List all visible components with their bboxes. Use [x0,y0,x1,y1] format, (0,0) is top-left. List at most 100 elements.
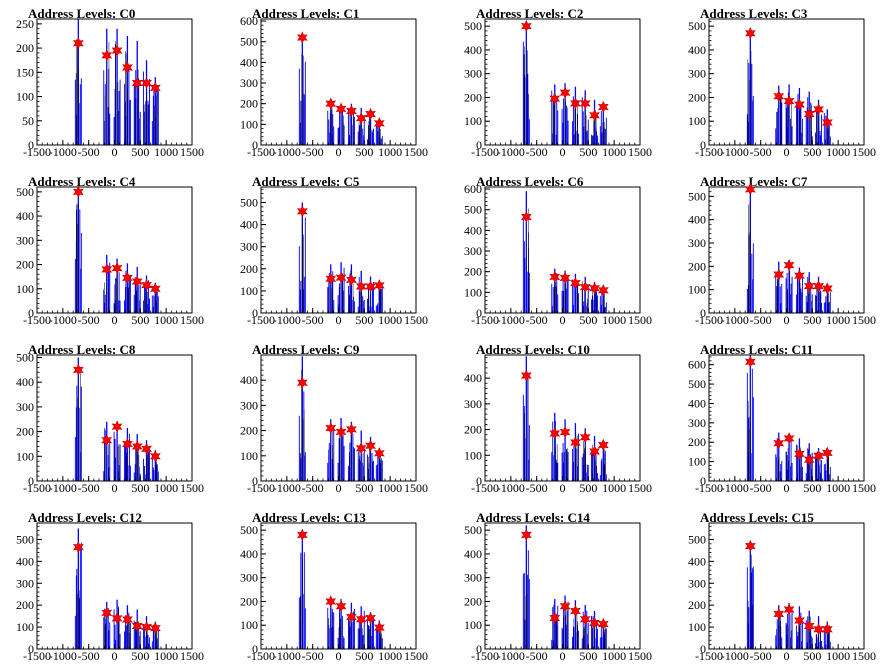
histogram-svg: Address Levels: C20100200300400500-1500-… [464,6,652,159]
y-tick-label: 400 [16,554,34,568]
histogram-panel-c9: Address Levels: C9 0 100 200 300 400 -1500 -100… [224,336,448,504]
y-tick-label: 400 [688,43,706,57]
peak-marker [520,369,532,382]
peak-marker [520,210,532,224]
peak-marker [355,441,367,455]
x-tick-label: 500 [355,145,373,159]
y-tick-label: 100 [16,449,34,463]
y-tick-label: 0 [252,642,258,656]
peak-marker [794,614,805,627]
peak-marker [783,258,795,272]
peak-marker [325,421,337,435]
x-tick-label: 0 [336,313,342,327]
x-tick-label: -500 [78,649,100,663]
x-tick-label: -1000 [721,649,749,663]
y-tick-label: 500 [688,189,706,203]
histogram-svg: Address Levels: C13 0 100 200 300 400 500 -1500… [240,510,428,663]
peak-marker [773,436,785,450]
x-tick-label: -500 [526,649,548,663]
peak-marker [570,276,581,290]
histogram-svg: Address Levels: C50100200300400500-1500-… [240,174,428,327]
x-tick-label: 1500 [628,649,652,663]
x-tick-label: -1500 [695,649,723,663]
histogram-panel-c6: Address Levels: C6 0 100 200 300 400 500 600 -15… [448,168,672,336]
y-tick-label: 500 [16,350,34,364]
peak-marker [520,19,532,33]
histogram-peak [815,616,822,649]
x-tick-label: 1500 [852,313,876,327]
x-tick-label: 1000 [826,481,850,495]
x-tick-label: 1000 [154,313,178,327]
histogram-peak [571,600,579,649]
peak-marker [794,98,805,111]
peak-marker [72,540,84,554]
histogram-panel-c4: Address Levels: C4 0 100 200 300 400 500 -1500-… [0,168,224,336]
peak-marker [141,620,152,634]
y-tick-label: 100 [464,114,482,128]
x-tick-label: 500 [355,649,373,663]
x-tick-label: 0 [336,649,342,663]
y-tick-label: 200 [16,41,34,55]
y-tick-label: 0 [252,474,258,488]
peak-marker [559,86,571,99]
histogram-peak [746,185,754,313]
histogram-peak [551,412,559,481]
peak-marker [111,612,123,625]
x-tick-label: -1500 [695,313,723,327]
x-tick-label: -1500 [23,481,51,495]
histogram-peak [103,421,111,481]
histogram-peak [298,33,306,145]
peak-marker [346,610,357,624]
x-tick-label: 0 [560,649,566,663]
x-tick-label: -500 [78,481,100,495]
histogram-peak [522,23,530,145]
histogram-peak [347,264,355,313]
histogram-peak [143,60,150,145]
peak-marker [794,269,805,282]
peak-marker [72,363,84,377]
peak-marker [744,355,756,369]
y-tick-label: 200 [688,435,706,449]
panel-title: Address Levels: C9 [252,342,360,357]
peak-marker [122,271,133,285]
x-tick-label: 1000 [826,145,850,159]
histogram-peak [74,189,82,313]
panel-title: Address Levels: C12 [28,510,142,525]
x-tick-label: 1500 [404,145,428,159]
histogram-peak [367,436,374,481]
peak-marker [141,76,152,90]
y-tick-label: 300 [688,67,706,81]
y-tick-label: 300 [240,398,258,412]
peak-marker [296,528,308,542]
y-tick-label: 100 [688,620,706,634]
x-tick-label: 1500 [180,313,204,327]
x-tick-label: 500 [579,313,597,327]
histogram-peak [599,288,607,313]
y-tick-label: 600 [464,182,482,196]
peak-marker [335,102,347,116]
y-tick-label: 100 [688,283,706,297]
histogram-peak [571,423,579,481]
y-tick-label: 300 [240,76,258,90]
y-tick-label: 200 [464,265,482,279]
x-tick-label: 1000 [378,145,402,159]
histogram-peak [113,258,121,313]
histogram-svg: Address Levels: C30100200300400500-1500-… [688,6,876,159]
histogram-panel-c3: Address Levels: C3 0 100 200 300 400 500 -1500-… [672,0,896,168]
peak-marker [549,270,561,284]
x-tick-label: 500 [355,481,373,495]
peak-marker [335,425,347,439]
peak-marker [149,621,161,635]
x-tick-label: 500 [131,649,149,663]
y-tick-label: 100 [688,455,706,469]
y-tick-label: 300 [464,67,482,81]
peak-marker [373,279,385,292]
x-tick-label: -1000 [49,145,77,159]
x-tick-label: -500 [750,481,772,495]
peak-marker [365,107,376,121]
y-tick-label: 300 [688,576,706,590]
y-tick-label: 400 [464,371,482,385]
y-tick-label: 100 [464,448,482,462]
x-tick-label: 500 [579,481,597,495]
peak-marker [296,376,308,389]
